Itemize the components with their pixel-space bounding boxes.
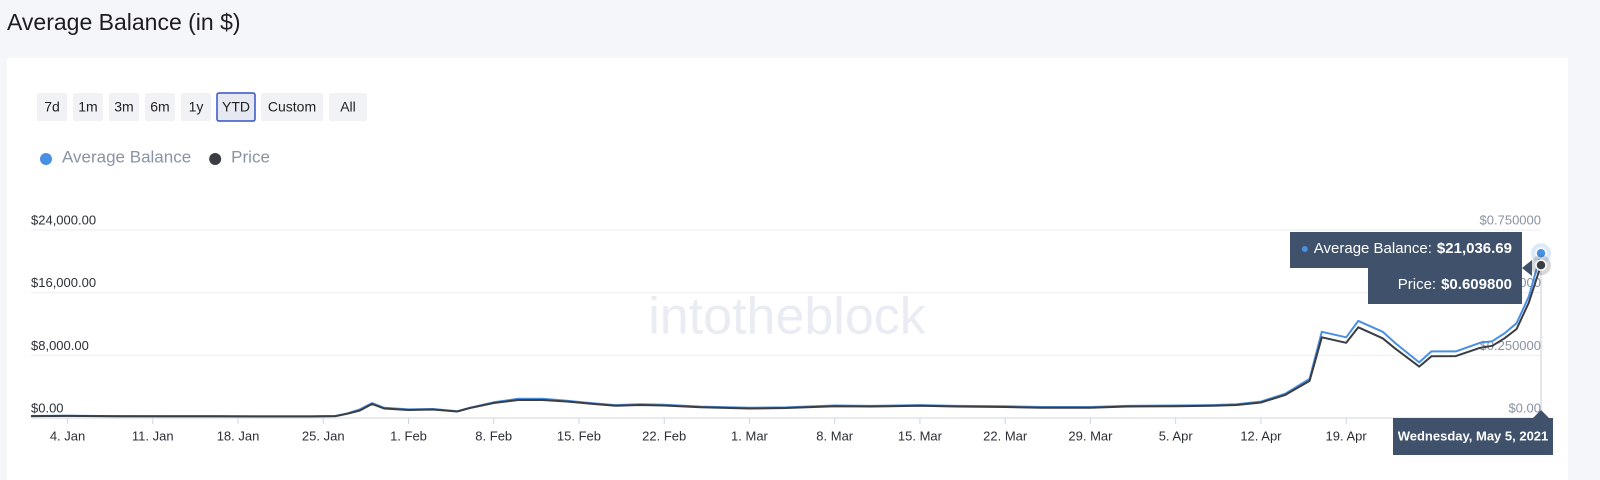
x-tick-label: 12. Apr — [1240, 428, 1282, 443]
tooltip-value: $21,036.69 — [1437, 240, 1512, 257]
ui: 7d 1m 3m 6m 1y YTD Custom All Average Balance Pri… — [37, 92, 1553, 455]
tooltip-pointer — [1522, 260, 1532, 276]
x-tick-label: 29. Mar — [1068, 428, 1113, 443]
legend-marker[interactable] — [40, 153, 52, 165]
range-button[interactable] — [261, 93, 323, 121]
x-tick-label: 22. Feb — [642, 428, 686, 443]
legend-marker[interactable] — [209, 153, 222, 165]
range-button[interactable] — [109, 93, 139, 121]
tooltip-dot — [1301, 246, 1308, 252]
x-tick-label: 8. Feb — [475, 428, 512, 443]
watermark: intotheblock — [648, 288, 927, 346]
x-tick-label: 1. Feb — [390, 428, 427, 443]
range-button[interactable] — [329, 93, 367, 121]
y2-tick-label: $0.00 — [1508, 400, 1541, 415]
x-tick-label: 5. Apr — [1159, 428, 1194, 443]
x-tick-label: 18. Jan — [217, 428, 260, 443]
range-button-label[interactable]: 3m — [114, 99, 133, 115]
x-tick-label: 8. Mar — [816, 428, 854, 443]
y-tick-label: $0.00 — [31, 400, 64, 415]
range-button-label[interactable]: Custom — [268, 99, 316, 115]
x-tick-label: 4. Jan — [50, 428, 85, 443]
tooltip-value: $0.609800 — [1441, 276, 1512, 293]
range-button-label[interactable]: 7d — [44, 99, 60, 115]
plot — [30, 252, 1542, 418]
legend-label[interactable]: Price — [231, 147, 270, 166]
range-button[interactable] — [37, 93, 67, 121]
series-line — [30, 264, 1542, 418]
tooltip-label: Average Balance: — [1314, 240, 1432, 257]
range-button-label[interactable]: All — [340, 99, 356, 115]
y-tick-label: $16,000.00 — [31, 275, 96, 290]
page-title: Average Balance (in $) — [7, 9, 241, 35]
range-button[interactable] — [181, 93, 211, 121]
x-tick-label: 1. Mar — [731, 428, 769, 443]
range-button-label[interactable]: YTD — [222, 99, 250, 115]
y-tick-label: $8,000.00 — [31, 338, 89, 353]
x-tick-label: 15. Feb — [557, 428, 601, 443]
y-tick-label: $24,000.00 — [31, 212, 96, 227]
range-button-label[interactable]: 6m — [150, 99, 169, 115]
date-label-pointer — [1533, 410, 1549, 418]
x-tick-label: 15. Mar — [898, 428, 943, 443]
hover-marker — [1535, 259, 1547, 271]
range-button-label[interactable]: 1y — [189, 99, 204, 115]
tooltip-box — [1368, 268, 1522, 304]
x-tick-label: 11. Jan — [132, 428, 174, 443]
y2-tick-label: $0.250000 — [1480, 338, 1541, 353]
legend-label[interactable]: Average Balance — [62, 147, 191, 166]
tooltip-label: Price: — [1398, 276, 1436, 293]
x-tick-label: 22. Mar — [983, 428, 1028, 443]
date-label: Wednesday, May 5, 2021 — [1398, 428, 1549, 443]
tooltip-box — [1290, 232, 1522, 268]
range-button[interactable] — [216, 92, 256, 122]
card — [7, 58, 1568, 480]
range-button[interactable] — [145, 93, 175, 121]
range-button[interactable] — [73, 93, 103, 121]
hover-marker — [1535, 247, 1547, 259]
range-button-label[interactable]: 1m — [78, 99, 97, 115]
x-tick-label: 19. Apr — [1326, 428, 1368, 443]
date-label-box — [1393, 418, 1553, 455]
y2-tick-label: $0.750000 — [1480, 212, 1541, 227]
grid: $0.00 $8,000.00 $16,000.00 $24,000.00 $0.00 $… — [31, 212, 1541, 443]
x-tick-label: 25. Jan — [302, 428, 345, 443]
